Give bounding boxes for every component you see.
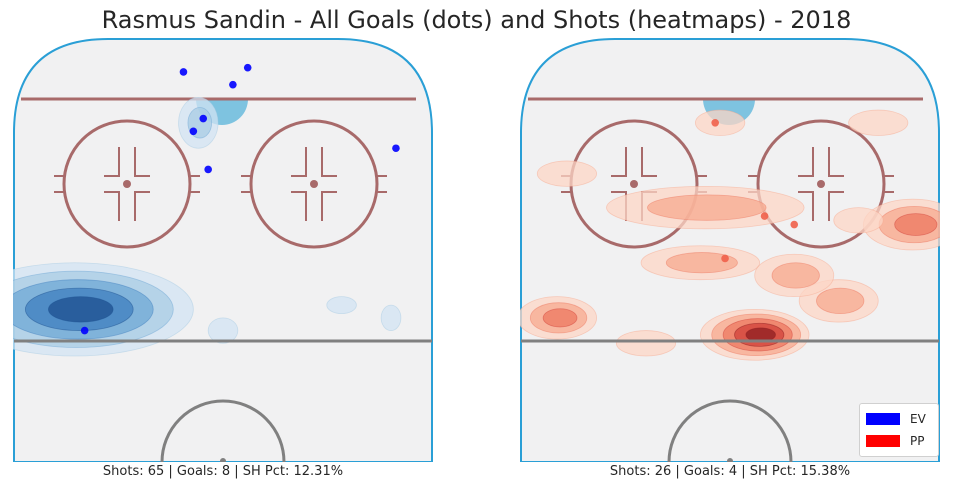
pp-faceoff-dot bbox=[817, 180, 825, 188]
pp-shot-density-2-level-3 bbox=[542, 308, 578, 328]
pp-shot-density-8-level-1 bbox=[833, 207, 884, 234]
pp-hash bbox=[798, 191, 814, 221]
ev-goals bbox=[80, 63, 400, 335]
pp-hash bbox=[828, 191, 844, 221]
pp-goal-dot-1 bbox=[711, 119, 719, 127]
legend-swatch-ev bbox=[866, 413, 900, 425]
legend-entry-pp: PP bbox=[866, 432, 924, 450]
legend-entry-ev: EV bbox=[866, 410, 926, 428]
ev-shot-density-5-level-1 bbox=[380, 304, 402, 331]
ev-goal-dot-8 bbox=[80, 326, 89, 335]
caption-pp: Shots: 26 | Goals: 4 | SH Pct: 15.38% bbox=[609, 464, 851, 479]
pp-shot-density-3-level-3 bbox=[894, 213, 938, 236]
ev-rink-surface bbox=[13, 38, 433, 462]
rink-ev bbox=[13, 38, 433, 462]
legend-label-pp: PP bbox=[910, 434, 925, 448]
ev-hash bbox=[134, 191, 150, 221]
caption-ev: Shots: 65 | Goals: 8 | SH Pct: 12.31% bbox=[102, 464, 344, 479]
legend-label-ev: EV bbox=[910, 412, 926, 426]
ev-faceoff-circle-2 bbox=[241, 119, 387, 249]
pp-shot-density-10-level-1 bbox=[848, 109, 909, 136]
ev-faceoff-circle-1 bbox=[54, 119, 200, 249]
pp-shot-density-5-level-2 bbox=[665, 252, 738, 274]
pp-hash bbox=[828, 147, 844, 177]
chart-title: Rasmus Sandin - All Goals (dots) and Sho… bbox=[101, 6, 852, 34]
ev-goal-dot-6 bbox=[392, 144, 400, 153]
ev-goal-dot-5 bbox=[189, 127, 198, 136]
ev-boards bbox=[13, 38, 433, 462]
pp-hash bbox=[611, 147, 627, 177]
ev-faceoff-ring bbox=[249, 119, 379, 249]
ev-hash bbox=[321, 191, 337, 221]
ev-goal-dot-2 bbox=[243, 63, 252, 72]
pp-shot-density-4-level-2 bbox=[816, 287, 865, 315]
pp-goal-dot-2 bbox=[760, 212, 769, 220]
ev-hash bbox=[291, 191, 307, 221]
pp-faceoff-dot bbox=[630, 180, 638, 188]
pp-faceoff-ring bbox=[756, 119, 886, 249]
ev-heatmap bbox=[13, 96, 402, 357]
pp-hash bbox=[641, 147, 657, 177]
rink-pp bbox=[520, 38, 940, 462]
ev-faceoff-dot bbox=[123, 180, 131, 188]
ev-goal-dot-1 bbox=[179, 68, 188, 76]
pp-goals bbox=[711, 119, 799, 263]
pp-hash bbox=[798, 147, 814, 177]
pp-goal-dot-4 bbox=[721, 254, 729, 263]
ev-hash bbox=[134, 147, 150, 177]
ev-hash bbox=[321, 147, 337, 177]
ev-shot-density-1-level-5 bbox=[48, 296, 114, 323]
ev-faceoff-dot bbox=[310, 180, 318, 188]
ev-faceoff-ring bbox=[62, 119, 192, 249]
pp-shot-density-7-level-2 bbox=[647, 194, 767, 221]
ev-goal-dot-3 bbox=[229, 80, 237, 89]
legend-swatch-pp bbox=[866, 435, 900, 447]
pp-shot-density-6-level-2 bbox=[771, 262, 820, 289]
pp-goal-dot-3 bbox=[790, 220, 799, 229]
ev-hash bbox=[104, 191, 120, 221]
ev-goal-dot-7 bbox=[204, 165, 212, 174]
pp-faceoff-circle-2 bbox=[748, 119, 894, 249]
ev-goal-dot-4 bbox=[199, 114, 208, 123]
pp-shot-density-12-level-1 bbox=[615, 330, 677, 357]
pp-shot-density-9-level-1 bbox=[536, 160, 597, 187]
legend: EV PP bbox=[859, 403, 939, 457]
ev-hash bbox=[104, 147, 120, 177]
pp-heatmap bbox=[520, 109, 940, 361]
ev-shot-density-3-level-1 bbox=[207, 317, 239, 344]
pp-shot-density-11-level-1 bbox=[695, 109, 746, 136]
ev-center-dot bbox=[220, 458, 226, 462]
ev-shot-density-4-level-1 bbox=[326, 296, 357, 314]
pp-center-circle bbox=[667, 399, 793, 462]
ev-center-circle bbox=[160, 399, 286, 462]
pp-center-dot bbox=[727, 458, 733, 462]
ev-hash bbox=[291, 147, 307, 177]
